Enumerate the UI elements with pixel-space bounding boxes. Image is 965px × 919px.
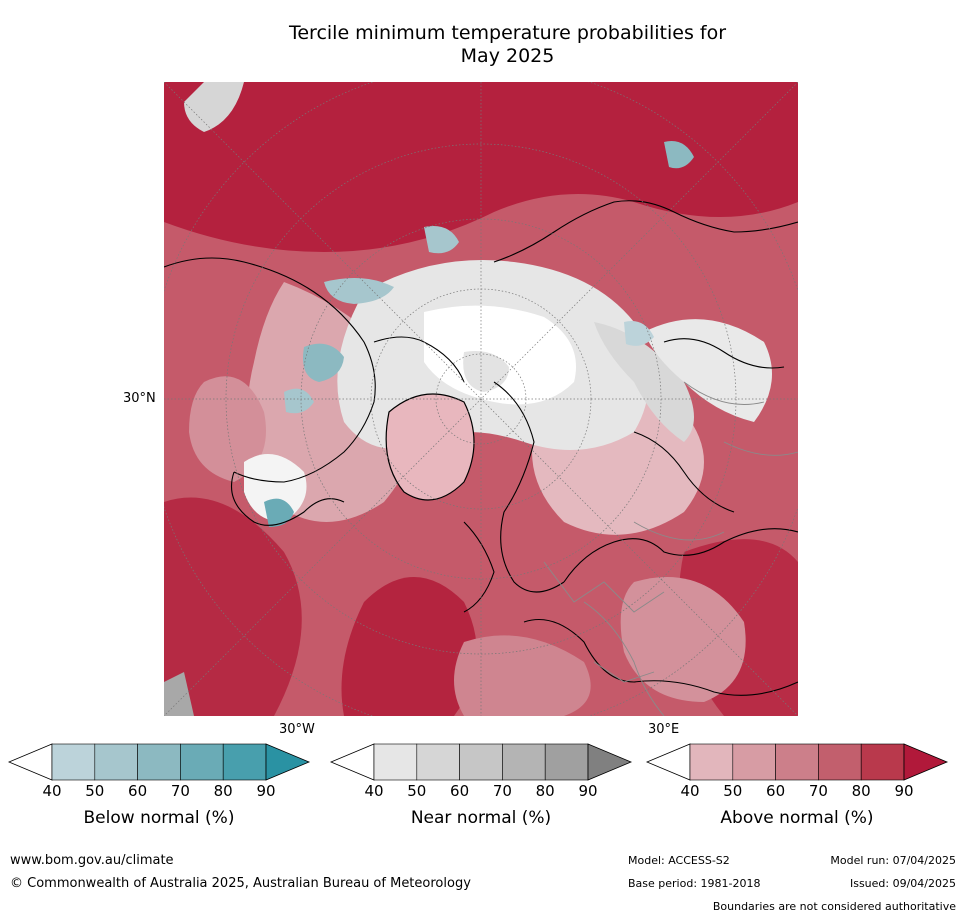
colorbar-tick-label: 60 — [766, 782, 786, 800]
colorbar-svg — [7, 743, 311, 781]
colorbar-tick-label: 60 — [450, 782, 470, 800]
colorbar-swatch — [459, 743, 503, 781]
colorbar-swatch — [775, 743, 819, 781]
colorbar-tick-label: 40 — [364, 782, 384, 800]
colorbar-tick-label: 60 — [128, 782, 148, 800]
chart-title: Tercile minimum temperature probabilitie… — [200, 22, 815, 68]
colorbar-tick-label: 50 — [407, 782, 427, 800]
footer-base-period: Base period: 1981-2018 — [628, 877, 761, 890]
footer-model: Model: ACCESS-S2 — [628, 854, 730, 867]
colorbar-high-extend — [265, 743, 311, 781]
colorbar-svg — [329, 743, 633, 781]
colorbar-near-normal-title: Near normal (%) — [410, 808, 552, 828]
footer-copyright: © Commonwealth of Australia 2025, Austra… — [10, 876, 471, 891]
colorbar-swatch — [137, 743, 181, 781]
colorbar-tick-label: 80 — [851, 782, 871, 800]
colorbar-swatch — [51, 743, 96, 781]
footer-website: www.bom.gov.au/climate — [10, 853, 174, 868]
map-svg — [164, 82, 798, 716]
colorbar-swatch — [416, 743, 460, 781]
colorbar-tick-label: 50 — [723, 782, 743, 800]
colorbar-swatch — [502, 743, 546, 781]
colorbar-swatch — [818, 743, 862, 781]
colorbar-above-normal — [645, 743, 949, 781]
colorbar-low-extend — [7, 743, 53, 781]
colorbar-tick-label: 50 — [85, 782, 105, 800]
colorbar-tick-label: 70 — [492, 782, 512, 800]
colorbar-tick-label: 40 — [680, 782, 700, 800]
colorbar-tick-label: 70 — [170, 782, 190, 800]
colorbar-below-normal — [7, 743, 311, 781]
colorbar-high-extend — [587, 743, 633, 781]
footer-disclaimer: Boundaries are not considered authoritat… — [712, 900, 956, 913]
colorbar-tick-label: 80 — [213, 782, 233, 800]
colorbar-tick-label: 90 — [578, 782, 598, 800]
colorbar-tick-label: 90 — [256, 782, 276, 800]
colorbar-swatch — [180, 743, 224, 781]
label-30n: 30°N — [123, 391, 156, 406]
label-30w: 30°W — [279, 722, 315, 737]
colorbar-swatch — [689, 743, 734, 781]
footer-issued: Issued: 09/04/2025 — [849, 877, 956, 890]
colorbar-swatch — [373, 743, 418, 781]
polar-map — [164, 82, 798, 716]
colorbar-tick-label: 90 — [894, 782, 914, 800]
colorbar-swatch — [732, 743, 776, 781]
colorbar-tick-label: 70 — [808, 782, 828, 800]
colorbar-low-extend — [645, 743, 691, 781]
colorbar-tick-label: 40 — [42, 782, 62, 800]
footer-model-run: Model run: 07/04/2025 — [830, 854, 956, 867]
colorbar-svg — [645, 743, 949, 781]
colorbar-above-normal-title: Above normal (%) — [720, 808, 874, 828]
colorbar-tick-label: 80 — [535, 782, 555, 800]
label-30e: 30°E — [648, 722, 680, 737]
colorbar-swatch — [860, 743, 905, 781]
colorbar-below-normal-title: Below normal (%) — [83, 808, 235, 828]
colorbar-high-extend — [903, 743, 949, 781]
title-line-2: May 2025 — [460, 45, 555, 67]
colorbar-low-extend — [329, 743, 375, 781]
colorbar-swatch — [222, 743, 267, 781]
colorbar-near-normal — [329, 743, 633, 781]
colorbar-swatch — [544, 743, 589, 781]
colorbar-swatch — [94, 743, 138, 781]
title-line-1: Tercile minimum temperature probabilitie… — [288, 22, 727, 44]
